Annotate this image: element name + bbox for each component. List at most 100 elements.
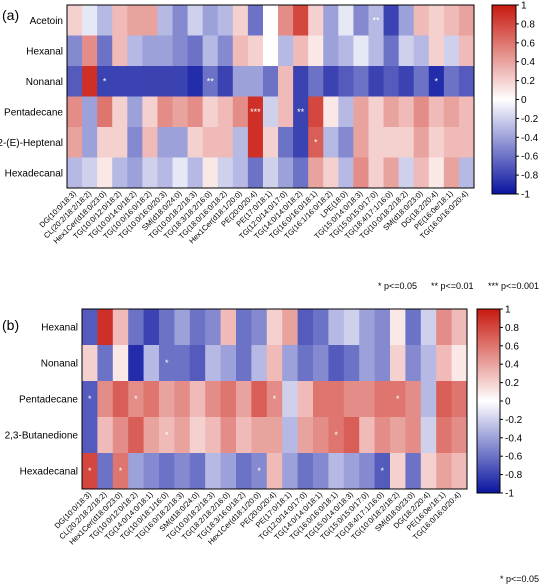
heatmap-cell xyxy=(413,96,430,128)
heatmap-cell xyxy=(247,96,264,128)
significance-mark: * xyxy=(165,358,169,368)
heatmap-cell xyxy=(67,35,83,67)
colorbar-tick-label: -0.4 xyxy=(521,133,539,144)
heatmap-cell xyxy=(353,35,369,67)
significance-mark: ** xyxy=(373,15,381,25)
heatmap-cell xyxy=(112,96,128,128)
heatmap-cell xyxy=(189,345,206,382)
heatmap-cell xyxy=(308,96,324,128)
heatmap-cell xyxy=(338,66,354,97)
heatmap-cell xyxy=(232,5,249,36)
heatmap-cell xyxy=(374,453,391,490)
row-label: Acetoin xyxy=(30,16,63,27)
heatmap-cell xyxy=(97,345,114,382)
heatmap-cell xyxy=(251,381,268,418)
heatmap-cell xyxy=(328,453,345,490)
heatmap-cell xyxy=(353,66,369,97)
heatmap-cell xyxy=(383,35,400,67)
heatmap-cell xyxy=(97,157,113,189)
heatmap-cell xyxy=(390,453,406,490)
heatmap-cell xyxy=(202,96,219,128)
heatmap-cell xyxy=(217,96,234,128)
significance-mark: ** xyxy=(207,76,215,86)
heatmap-cell xyxy=(383,157,400,189)
significance-mark: * xyxy=(314,137,318,147)
heatmap-cell xyxy=(413,5,430,36)
heatmap-cell xyxy=(343,345,360,382)
heatmap-cell xyxy=(128,453,144,490)
legend-p001-a: ** p<=0.01 xyxy=(431,281,474,291)
significance-mark: * xyxy=(103,76,107,86)
heatmap-cell xyxy=(282,417,298,454)
heatmap-cell xyxy=(383,127,400,158)
heatmap-cell xyxy=(359,417,375,454)
heatmap-cell xyxy=(187,127,204,158)
heatmap-cell xyxy=(262,5,279,36)
colorbar-tick-label: -0.2 xyxy=(505,415,523,426)
heatmap-cell xyxy=(159,381,175,418)
heatmap-cell xyxy=(297,453,314,490)
heatmap-cell xyxy=(458,35,475,67)
heatmap-cell xyxy=(157,157,173,189)
heatmap-cell xyxy=(205,345,221,382)
row-label: Pentadecane xyxy=(4,107,63,118)
heatmap-cell xyxy=(159,417,175,454)
heatmap-cell xyxy=(232,157,249,189)
heatmap-cell xyxy=(413,127,430,158)
heatmap-cell xyxy=(420,453,437,490)
heatmap-cell xyxy=(112,381,129,418)
heatmap-cell xyxy=(374,345,391,382)
significance-legend-a: * p<=0.05 ** p<=0.01 *** p<=0.001 xyxy=(378,281,539,291)
heatmap-cell xyxy=(405,381,422,418)
heatmap-cell xyxy=(359,381,375,418)
heatmap-cell xyxy=(247,157,264,189)
panel-a-label: (a) xyxy=(2,7,19,23)
heatmap-cell xyxy=(436,345,452,382)
heatmap-cell xyxy=(189,453,206,490)
significance-mark: * xyxy=(165,430,169,440)
heatmap-cell xyxy=(112,127,128,158)
heatmap-cell xyxy=(67,157,83,189)
heatmap-cell xyxy=(82,453,98,490)
heatmap-cell xyxy=(383,5,400,36)
heatmap-cell xyxy=(82,157,98,189)
heatmap-cell xyxy=(157,96,173,128)
colorbar-tick-label: 0.8 xyxy=(505,323,519,334)
heatmap-cell xyxy=(247,35,264,67)
heatmap-cell xyxy=(451,381,468,418)
heatmap-cell xyxy=(413,66,430,97)
row-label: Nonanal xyxy=(41,359,78,370)
heatmap-cell xyxy=(220,381,237,418)
heatmap-cell xyxy=(390,309,406,346)
significance-mark: * xyxy=(334,430,338,440)
significance-mark: * xyxy=(257,466,261,476)
heatmap-cell xyxy=(187,66,204,97)
heatmap-cell xyxy=(262,35,279,67)
heatmap-cell xyxy=(266,381,283,418)
significance-mark: * xyxy=(396,394,400,404)
heatmap-cell xyxy=(82,345,98,382)
heatmap-cell xyxy=(142,66,158,97)
heatmap-cell xyxy=(443,96,460,128)
heatmap-cell xyxy=(159,345,175,382)
heatmap-cell xyxy=(428,127,445,158)
significance-mark: * xyxy=(119,466,123,476)
heatmap-cell xyxy=(67,66,83,97)
heatmap-cell xyxy=(368,5,384,36)
heatmap-cell xyxy=(112,453,129,490)
heatmap-cell xyxy=(436,417,452,454)
heatmap-cell xyxy=(451,345,468,382)
heatmap-cell xyxy=(251,309,268,346)
heatmap-cell xyxy=(220,453,237,490)
heatmap-cell xyxy=(82,5,98,36)
heatmap-cell xyxy=(405,309,422,346)
colorbar-tick-label: 0.8 xyxy=(521,19,535,30)
heatmap-cell xyxy=(189,309,206,346)
heatmap-cell xyxy=(458,157,475,189)
heatmap-cell xyxy=(232,35,249,67)
heatmap-cell xyxy=(97,66,113,97)
heatmap-cell xyxy=(220,309,237,346)
heatmap-cell xyxy=(247,66,264,97)
heatmap-cell xyxy=(128,309,144,346)
heatmap-cell xyxy=(278,127,294,158)
